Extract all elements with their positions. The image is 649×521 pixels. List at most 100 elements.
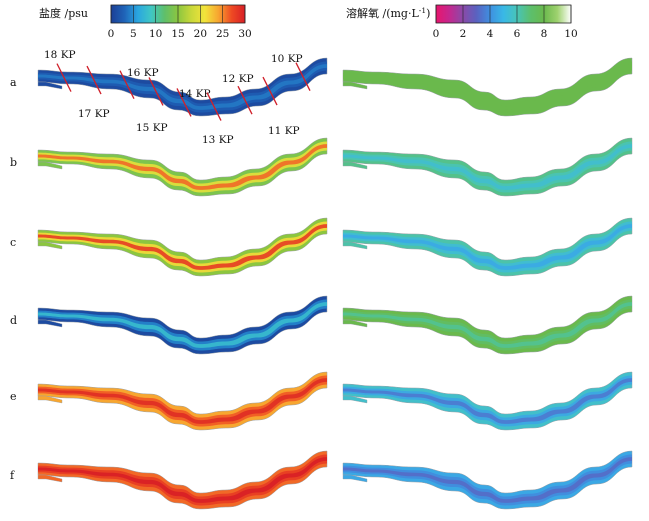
section-line (262, 76, 278, 106)
panel-b: b (10, 137, 633, 197)
salinity-mid-band (38, 375, 327, 427)
panel-f: f (10, 450, 633, 510)
section-label: 15 KP (136, 122, 168, 134)
salinity-mid-band (38, 221, 327, 273)
section-line (86, 65, 102, 95)
salinity-inlet (37, 161, 63, 170)
section-label: 16 KP (127, 67, 159, 79)
salinity-core-band (38, 224, 327, 270)
salinity-core-band (38, 302, 327, 348)
section-label: 17 KP (78, 108, 110, 120)
do-tick-label: 4 (487, 28, 494, 40)
salinity-colorbar-ticks: 0 5 10 15 20 25 30 (108, 5, 252, 40)
panel-label: f (10, 469, 15, 482)
salinity-inlet (37, 474, 63, 483)
do-map-b (342, 137, 633, 197)
do-map-e (342, 371, 633, 431)
salinity-core-band (38, 457, 327, 503)
do-mid-band (343, 375, 632, 427)
salinity-tick-label: 25 (216, 28, 229, 40)
salinity-map-d (37, 295, 328, 355)
do-map-c (342, 217, 633, 277)
panel-d: d (10, 295, 633, 355)
do-mid-band (343, 299, 632, 351)
panels: a b c d e f (10, 57, 633, 510)
do-mid-band (343, 454, 632, 506)
do-map-a (342, 57, 633, 117)
salinity-inlet (37, 241, 63, 250)
do-tick-label: 6 (514, 28, 521, 40)
section-label: 14 KP (179, 88, 211, 100)
do-colorbar-gradient (435, 4, 572, 24)
salinity-map-e (37, 371, 328, 431)
salinity-core-band (38, 64, 327, 110)
salinity-inlet (37, 319, 63, 328)
section-label: 12 KP (222, 73, 254, 85)
salinity-tick-label: 10 (149, 28, 162, 40)
do-mid-band (343, 141, 632, 193)
salinity-mid-band (38, 61, 327, 113)
salinity-tick-label: 30 (238, 28, 251, 40)
section-label: 10 KP (271, 53, 303, 65)
do-core-band (343, 144, 632, 190)
do-mid-band (343, 61, 632, 113)
do-map-d (342, 295, 633, 355)
salinity-tick-label: 5 (130, 28, 137, 40)
section-line (119, 70, 135, 99)
salinity-inlet (37, 395, 63, 404)
panel-c: c (10, 217, 633, 277)
do-core-band (343, 378, 632, 424)
section-line (56, 63, 72, 92)
salinity-tick-label: 15 (171, 28, 184, 40)
section-line (206, 92, 222, 121)
do-inlet (342, 161, 368, 170)
panel-e: e (10, 371, 633, 431)
do-tick-label: 8 (541, 28, 548, 40)
salinity-colorbar-title: 盐度 /psu (39, 6, 88, 20)
section-line (295, 62, 311, 91)
do-core-band (343, 64, 632, 110)
do-mid-band (343, 221, 632, 273)
section-line (176, 88, 192, 117)
section-label: 11 KP (268, 125, 300, 137)
salinity-inlet (37, 81, 63, 90)
do-inlet (342, 241, 368, 250)
salinity-core-band (38, 144, 327, 190)
salinity-tick-label: 20 (194, 28, 207, 40)
panel-label: d (10, 314, 17, 327)
panel-label: c (10, 236, 16, 249)
panel-label: b (10, 156, 17, 169)
do-core-band (343, 302, 632, 348)
section-markers: 18 KP 17 KP 16 KP 15 KP 14 KP 13 KP 12 KP 11 KP… (44, 49, 311, 146)
do-inlet (342, 474, 368, 483)
do-colorbar-title: 溶解氧 /(mg·L-1) (346, 6, 430, 20)
do-colorbar-ticks: 0 2 4 6 8 10 (433, 5, 578, 40)
salinity-map-c (37, 217, 328, 277)
panel-a: a (10, 57, 633, 117)
panel-label: e (10, 390, 17, 403)
do-tick-label: 0 (433, 28, 440, 40)
do-inlet (342, 81, 368, 90)
do-tick-label: 10 (564, 28, 577, 40)
do-tick-label: 2 (460, 28, 467, 40)
salinity-mid-band (38, 454, 327, 506)
salinity-colorbar: 盐度 /psu 0 5 10 15 20 25 30 (39, 4, 252, 40)
section-label: 13 KP (202, 134, 234, 146)
do-inlet (342, 395, 368, 404)
panel-label: a (10, 76, 17, 89)
section-line (148, 77, 164, 106)
salinity-mid-band (38, 299, 327, 351)
salinity-mid-band (38, 141, 327, 193)
do-core-band (343, 457, 632, 503)
section-line (237, 85, 253, 115)
do-core-band (343, 224, 632, 270)
do-map-f (342, 450, 633, 510)
do-colorbar: 溶解氧 /(mg·L-1) 0 2 4 6 8 10 (346, 4, 578, 40)
salinity-tick-label: 0 (108, 28, 115, 40)
salinity-map-f (37, 450, 328, 510)
do-inlet (342, 319, 368, 328)
section-label: 18 KP (44, 49, 76, 61)
salinity-map-b (37, 137, 328, 197)
salinity-core-band (38, 378, 327, 424)
